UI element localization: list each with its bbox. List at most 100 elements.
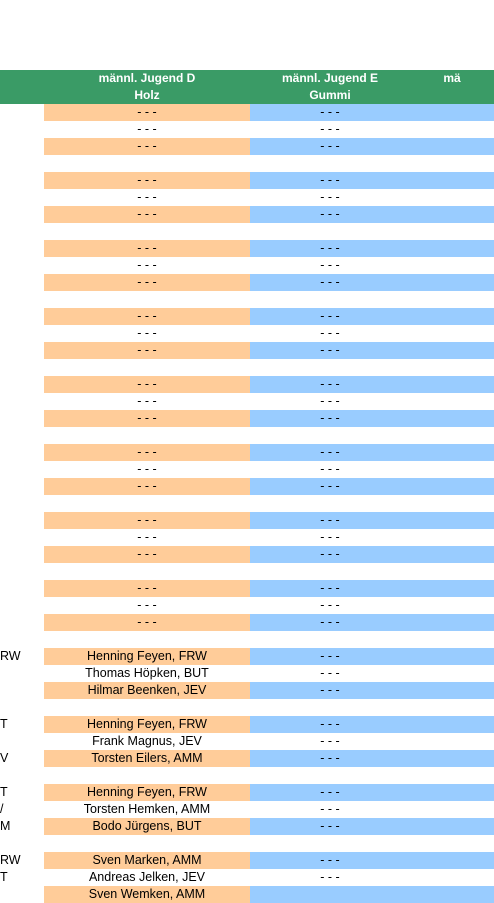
table-cell[interactable]: - - - [250,138,410,155]
table-cell[interactable] [250,359,410,376]
table-cell[interactable] [0,665,44,682]
table-cell[interactable]: V [0,750,44,767]
table-cell[interactable] [44,155,250,172]
table-cell[interactable]: Hilmar Beenken, JEV [44,682,250,699]
table-cell[interactable] [410,121,494,138]
table-cell[interactable]: - - - [44,274,250,291]
table-cell[interactable] [410,478,494,495]
table-cell[interactable]: T [0,784,44,801]
table-cell[interactable] [410,138,494,155]
table-cell[interactable]: - - - [250,274,410,291]
table-cell[interactable] [44,699,250,716]
table-cell[interactable] [44,223,250,240]
table-cell[interactable]: - - - [44,189,250,206]
table-cell[interactable]: Henning Feyen, FRW [44,716,250,733]
table-cell[interactable]: - - - [250,478,410,495]
table-cell[interactable]: Sven Wemken, AMM [44,886,250,903]
table-cell[interactable]: - - - [44,529,250,546]
table-cell[interactable] [250,699,410,716]
table-cell[interactable]: - - - [44,308,250,325]
table-cell[interactable] [410,597,494,614]
table-cell[interactable] [410,308,494,325]
table-cell[interactable] [0,410,44,427]
table-cell[interactable]: - - - [250,682,410,699]
table-cell[interactable]: - - - [250,733,410,750]
table-cell[interactable] [0,495,44,512]
table-cell[interactable]: Henning Feyen, FRW [44,784,250,801]
table-cell[interactable]: Andreas Jelken, JEV [44,869,250,886]
table-cell[interactable] [410,716,494,733]
table-cell[interactable] [410,852,494,869]
table-cell[interactable]: - - - [44,461,250,478]
table-cell[interactable]: - - - [250,852,410,869]
table-cell[interactable] [0,835,44,852]
table-cell[interactable]: M [0,818,44,835]
table-cell[interactable] [410,461,494,478]
table-cell[interactable]: - - - [44,512,250,529]
table-cell[interactable]: - - - [250,665,410,682]
table-cell[interactable] [44,767,250,784]
table-cell[interactable] [0,223,44,240]
table-cell[interactable]: T [0,869,44,886]
table-cell[interactable]: - - - [44,325,250,342]
table-cell[interactable]: - - - [250,444,410,461]
table-cell[interactable]: - - - [250,325,410,342]
table-cell[interactable] [410,546,494,563]
table-cell[interactable]: - - - [44,546,250,563]
table-cell[interactable] [410,682,494,699]
table-cell[interactable] [410,784,494,801]
header-cell-mjd[interactable]: männl. Jugend D Holz [44,70,250,104]
table-cell[interactable] [410,835,494,852]
table-cell[interactable] [410,614,494,631]
table-cell[interactable]: - - - [250,308,410,325]
table-cell[interactable] [0,563,44,580]
table-cell[interactable] [410,767,494,784]
table-cell[interactable] [410,223,494,240]
table-cell[interactable] [44,291,250,308]
table-cell[interactable] [0,529,44,546]
table-cell[interactable] [0,274,44,291]
table-cell[interactable] [410,869,494,886]
table-cell[interactable] [0,342,44,359]
table-cell[interactable]: - - - [44,376,250,393]
table-cell[interactable] [0,376,44,393]
table-cell[interactable] [410,631,494,648]
table-cell[interactable]: - - - [44,172,250,189]
table-cell[interactable] [410,376,494,393]
table-cell[interactable] [410,172,494,189]
table-cell[interactable]: - - - [250,206,410,223]
table-cell[interactable]: - - - [250,818,410,835]
table-cell[interactable] [250,767,410,784]
table-cell[interactable] [410,563,494,580]
table-cell[interactable]: Bodo Jürgens, BUT [44,818,250,835]
table-cell[interactable]: Sven Marken, AMM [44,852,250,869]
table-cell[interactable]: - - - [44,104,250,121]
table-cell[interactable] [44,359,250,376]
table-cell[interactable] [410,206,494,223]
table-cell[interactable] [44,495,250,512]
table-cell[interactable] [0,172,44,189]
table-cell[interactable] [410,495,494,512]
table-cell[interactable]: - - - [250,257,410,274]
table-cell[interactable]: - - - [250,614,410,631]
table-cell[interactable] [0,104,44,121]
table-cell[interactable] [0,546,44,563]
table-cell[interactable] [410,444,494,461]
table-cell[interactable] [410,257,494,274]
table-cell[interactable] [410,818,494,835]
table-cell[interactable] [410,274,494,291]
table-cell[interactable] [410,699,494,716]
table-cell[interactable]: - - - [44,580,250,597]
table-cell[interactable] [410,580,494,597]
table-cell[interactable] [250,427,410,444]
table-cell[interactable] [0,308,44,325]
table-cell[interactable]: Henning Feyen, FRW [44,648,250,665]
table-cell[interactable] [0,189,44,206]
table-cell[interactable]: Frank Magnus, JEV [44,733,250,750]
table-cell[interactable] [250,563,410,580]
table-cell[interactable]: - - - [250,189,410,206]
table-cell[interactable] [0,138,44,155]
header-cell-mje[interactable]: männl. Jugend E Gummi [250,70,410,104]
table-cell[interactable]: - - - [250,716,410,733]
table-cell[interactable] [0,767,44,784]
